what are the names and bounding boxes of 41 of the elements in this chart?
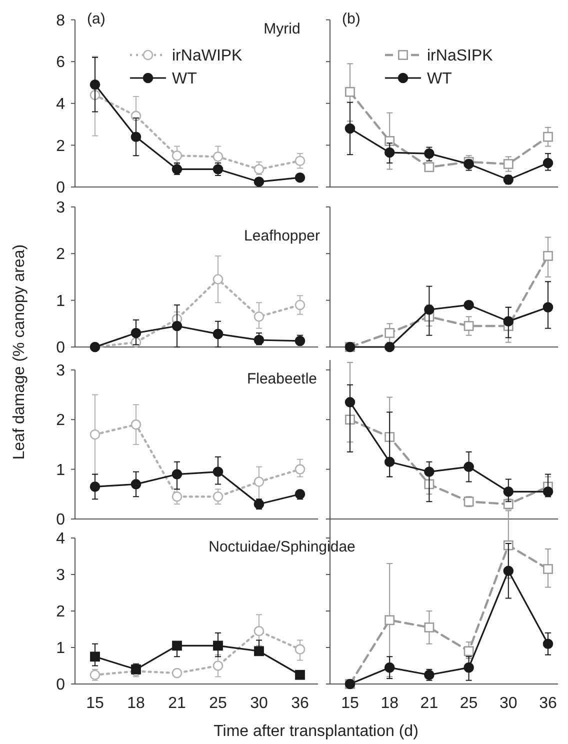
legend-label: WT bbox=[427, 70, 452, 88]
legend-label: irNaWIPK bbox=[172, 48, 243, 65]
y-tick-label: 2 bbox=[56, 604, 66, 621]
x-tick-label: 30 bbox=[250, 695, 268, 712]
x-tick-label: 36 bbox=[291, 695, 309, 712]
legend-label: irNaSIPK bbox=[427, 48, 494, 65]
y-tick-label: 4 bbox=[56, 96, 66, 113]
y-tick-label: 3 bbox=[56, 200, 66, 216]
y-tick-label: 4 bbox=[56, 530, 66, 548]
y-tick-label: 0 bbox=[56, 676, 66, 694]
y-tick-label: 1 bbox=[56, 292, 66, 310]
chart-title: Fleabeetle bbox=[246, 370, 318, 388]
x-tick-label: 18 bbox=[380, 695, 399, 712]
y-tick-label: 0 bbox=[56, 512, 66, 529]
x-tick-label: 21 bbox=[168, 695, 186, 712]
annotation: (a) bbox=[87, 10, 106, 28]
y-tick-label: 2 bbox=[56, 412, 66, 430]
x-tick-label: 25 bbox=[460, 695, 478, 712]
text: Leafhopper bbox=[244, 227, 320, 244]
y-tick-label: 2 bbox=[56, 246, 66, 264]
x-tick-label: 25 bbox=[209, 695, 227, 712]
y-tick-label: 1 bbox=[56, 640, 66, 658]
y-tick-label: 0 bbox=[56, 340, 66, 357]
x-tick-label: 36 bbox=[539, 695, 557, 712]
y-tick-label: 1 bbox=[56, 462, 66, 479]
annotation: (b) bbox=[342, 10, 360, 28]
x-axis-title: Time after transplantation (d) bbox=[214, 723, 418, 740]
x-tick-label: 21 bbox=[420, 695, 438, 712]
y-tick-label: 0 bbox=[56, 180, 66, 197]
y-tick-label: 6 bbox=[56, 54, 66, 72]
legend-label: WT bbox=[172, 70, 198, 88]
x-tick-label: 18 bbox=[127, 695, 145, 712]
y-tick-label: 2 bbox=[56, 138, 66, 155]
x-tick-label: 15 bbox=[86, 695, 104, 712]
chart-title: Myrid bbox=[264, 20, 300, 38]
y-tick-label: 8 bbox=[56, 12, 66, 30]
y-axis-title: Leaf damage (% canopy area) bbox=[11, 244, 28, 460]
x-tick-label: 15 bbox=[341, 695, 359, 712]
x-tick-label: 30 bbox=[500, 695, 518, 712]
y-tick-label: 3 bbox=[56, 362, 66, 380]
y-tick-label: 3 bbox=[56, 567, 66, 584]
